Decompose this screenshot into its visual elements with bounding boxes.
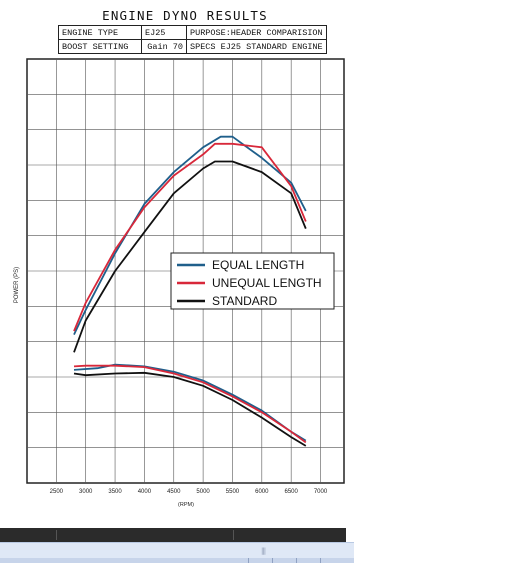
chart-title: ENGINE DYNO RESULTS bbox=[102, 8, 268, 23]
legend-box bbox=[170, 252, 335, 310]
x-tick-label: 6500 bbox=[284, 489, 298, 495]
series-line-unequal-length bbox=[73, 364, 307, 444]
scroll-tick bbox=[320, 558, 321, 563]
scroll-grip-icon[interactable]: ||| bbox=[261, 547, 266, 555]
x-tick-label: 2500 bbox=[50, 489, 64, 495]
x-tick-label: 5000 bbox=[196, 489, 210, 495]
legend-label: UNEQUAL LENGTH bbox=[212, 276, 322, 290]
x-tick-label: 4000 bbox=[138, 489, 152, 495]
info-table: ENGINE TYPE EJ25 PURPOSE:HEADER COMPARIS… bbox=[58, 25, 327, 54]
sheet-tab-bar bbox=[0, 528, 346, 542]
legend: EQUAL LENGTH UNEQUAL LENGTH STANDARD bbox=[170, 252, 335, 310]
legend-label: EQUAL LENGTH bbox=[212, 258, 304, 272]
series-line-standard bbox=[73, 160, 307, 353]
scrollbar-track bbox=[0, 558, 354, 563]
x-tick-label: 6000 bbox=[255, 489, 269, 495]
boost-setting-value: Gain 70 bbox=[141, 39, 187, 54]
scroll-tick bbox=[248, 558, 249, 563]
specs-cell: SPECS EJ25 STANDARD ENGINE bbox=[186, 39, 327, 54]
x-tick-label: 4500 bbox=[167, 489, 181, 495]
horizontal-scrollbar[interactable]: ||| bbox=[0, 542, 354, 559]
series-lines bbox=[73, 135, 307, 447]
scroll-tick bbox=[296, 558, 297, 563]
scroll-tick bbox=[272, 558, 273, 563]
series-line-equal-length bbox=[73, 135, 307, 335]
boost-setting-label: BOOST SETTING bbox=[58, 39, 142, 54]
x-tick-label: 3000 bbox=[79, 489, 93, 495]
x-tick-label: 5500 bbox=[226, 489, 240, 495]
y-axis-label: POWER (PS) bbox=[14, 267, 20, 303]
series-line-unequal-length bbox=[73, 142, 307, 332]
legend-label: STANDARD bbox=[212, 294, 277, 308]
x-axis-label: (RPM) bbox=[178, 502, 194, 508]
series-line-standard bbox=[73, 371, 307, 447]
x-tick-label: 7000 bbox=[314, 489, 328, 495]
x-tick-label: 3500 bbox=[108, 489, 122, 495]
x-tick-labels: 2500 3000 3500 4000 4500 5000 5500 6000 6500 7000 bbox=[50, 489, 328, 495]
sheet-tab-divider bbox=[233, 530, 234, 540]
sheet-tab-divider bbox=[56, 530, 57, 540]
